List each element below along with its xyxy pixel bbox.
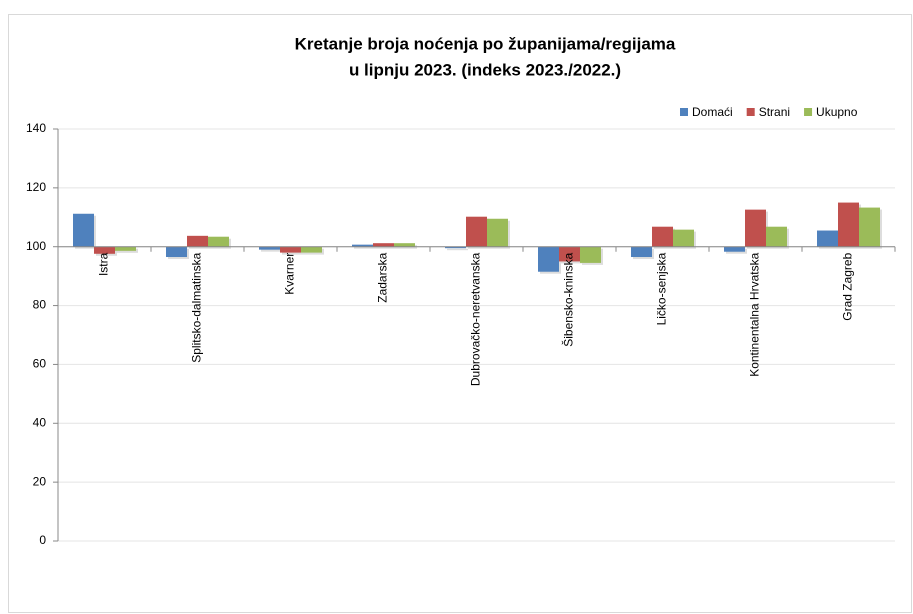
bar — [208, 236, 229, 247]
bar — [559, 246, 580, 262]
bar — [631, 246, 652, 258]
chart-title: Kretanje broja noćenja po županijama/reg… — [295, 34, 676, 53]
legend-label: Strani — [759, 105, 790, 119]
bar — [652, 226, 673, 247]
x-tick-label: Dubrovačko-neretvanska — [469, 252, 483, 386]
legend-label: Ukupno — [816, 105, 858, 119]
legend-label: Domaći — [692, 105, 733, 119]
y-tick-label: 40 — [33, 415, 47, 429]
x-tick-label: Kvarner — [283, 253, 297, 295]
bar — [73, 213, 94, 247]
bar — [115, 246, 136, 251]
bar — [745, 209, 766, 247]
x-tick-label: Zadarska — [376, 252, 390, 302]
bar — [859, 207, 880, 247]
bar — [817, 230, 838, 247]
bar — [724, 246, 745, 252]
y-tick-label: 20 — [33, 474, 47, 488]
legend-swatch — [746, 108, 755, 116]
bar — [166, 246, 187, 258]
bar — [538, 246, 559, 272]
bar — [280, 246, 301, 253]
bar — [466, 216, 487, 247]
bar — [580, 246, 601, 263]
bar — [487, 218, 508, 247]
x-tick-label: Šibensko-kninska — [561, 252, 576, 346]
bar — [445, 246, 466, 249]
y-tick-label: 0 — [39, 533, 46, 547]
bar — [838, 202, 859, 247]
bar — [352, 244, 373, 247]
bar — [673, 229, 694, 247]
bar — [187, 235, 208, 247]
y-tick-label: 80 — [33, 298, 47, 312]
y-tick-label: 120 — [26, 180, 46, 194]
bar — [394, 243, 415, 247]
x-tick-label: Splitsko-dalmatinska — [190, 252, 204, 362]
bar — [766, 226, 787, 247]
x-tick-label: Grad Zagreb — [841, 252, 855, 320]
chart-frame — [8, 14, 912, 613]
chart-subtitle: u lipnju 2023. (indeks 2023./2022.) — [349, 60, 621, 79]
y-tick-label: 140 — [26, 121, 46, 135]
bar-shadow — [261, 248, 282, 252]
bar — [373, 243, 394, 247]
x-tick-label: Kontinentalna Hrvatska — [748, 252, 762, 376]
bar — [259, 246, 280, 250]
legend-swatch — [804, 108, 813, 116]
x-tick-label: Istra — [97, 252, 111, 276]
legend-swatch — [680, 108, 688, 116]
x-tick-label: Ličko-senjska — [655, 252, 669, 325]
bar-shadow — [354, 246, 375, 249]
y-tick-label: 60 — [33, 357, 47, 371]
bar — [301, 246, 322, 253]
bar — [94, 246, 115, 254]
bar-shadow — [447, 248, 468, 251]
y-tick-label: 100 — [26, 239, 46, 253]
